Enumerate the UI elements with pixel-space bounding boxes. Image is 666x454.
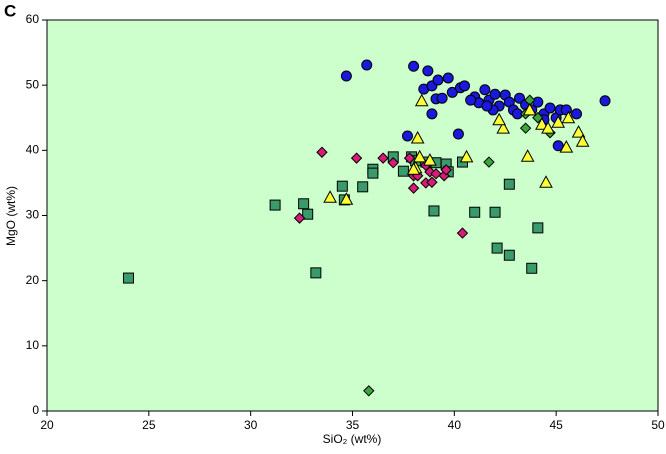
x-tick-label: 25 xyxy=(142,418,156,432)
x-tick-label: 40 xyxy=(448,418,462,432)
y-tick-label: 60 xyxy=(26,12,40,26)
point xyxy=(522,102,537,116)
point xyxy=(377,152,389,164)
y-tick-label: 0 xyxy=(32,403,39,417)
point xyxy=(520,149,535,162)
point xyxy=(401,130,413,142)
y-tick-label: 50 xyxy=(26,77,40,91)
point xyxy=(469,206,481,218)
point xyxy=(491,242,503,254)
point xyxy=(535,117,549,130)
point xyxy=(298,198,310,210)
point xyxy=(423,153,437,166)
point xyxy=(310,267,322,279)
point xyxy=(541,121,555,134)
point xyxy=(479,84,491,96)
point xyxy=(526,262,538,274)
point xyxy=(503,178,515,190)
point xyxy=(350,152,363,164)
point xyxy=(496,121,511,134)
point xyxy=(599,95,611,107)
point xyxy=(428,205,440,217)
point xyxy=(436,92,448,104)
point xyxy=(489,206,501,218)
point xyxy=(483,156,495,168)
panel-label: C xyxy=(4,1,16,20)
point xyxy=(544,102,556,114)
point xyxy=(339,192,354,205)
point xyxy=(446,86,458,98)
point xyxy=(430,168,442,180)
point xyxy=(571,108,583,120)
point xyxy=(519,122,532,134)
point xyxy=(465,94,477,106)
point xyxy=(406,162,421,175)
point xyxy=(532,96,544,108)
point xyxy=(492,112,506,126)
point xyxy=(456,227,469,239)
point xyxy=(481,100,493,112)
point xyxy=(575,134,590,147)
point xyxy=(412,149,427,163)
point xyxy=(403,152,416,164)
x-tick-label: 30 xyxy=(244,418,258,432)
y-tick-label: 40 xyxy=(26,143,40,157)
point xyxy=(361,59,373,71)
x-axis-label: SiO₂ (wt%) xyxy=(323,432,382,446)
point xyxy=(551,115,566,128)
point xyxy=(387,157,399,169)
point xyxy=(316,146,328,158)
point xyxy=(302,208,314,220)
point xyxy=(414,93,429,107)
point xyxy=(426,108,438,120)
x-tick-label: 50 xyxy=(651,418,665,432)
point xyxy=(426,176,438,188)
x-tick-label: 45 xyxy=(549,418,563,432)
point xyxy=(323,190,337,203)
x-tick-label: 20 xyxy=(40,418,54,432)
point xyxy=(539,175,553,188)
y-axis-label: MgO (wt%) xyxy=(4,186,18,246)
y-tick-label: 20 xyxy=(26,273,40,287)
point xyxy=(571,125,586,138)
point xyxy=(452,128,464,140)
point xyxy=(363,385,375,397)
point xyxy=(442,72,454,84)
point xyxy=(440,164,452,176)
point xyxy=(269,199,281,211)
point xyxy=(432,74,444,86)
point xyxy=(357,181,369,193)
point xyxy=(532,222,544,234)
point xyxy=(422,65,434,77)
point xyxy=(503,249,515,261)
point xyxy=(336,180,348,192)
point xyxy=(122,272,134,284)
point xyxy=(397,165,409,177)
x-tick-label: 35 xyxy=(346,418,360,432)
plot-area xyxy=(46,19,659,412)
point xyxy=(459,149,474,163)
point xyxy=(489,88,501,100)
y-tick-label: 10 xyxy=(26,338,40,352)
point xyxy=(340,70,352,82)
point xyxy=(293,212,306,224)
point xyxy=(561,110,576,124)
y-tick-label: 30 xyxy=(26,208,40,222)
point xyxy=(407,182,420,194)
point xyxy=(552,140,564,152)
point xyxy=(408,60,420,72)
point xyxy=(459,80,471,92)
point xyxy=(367,167,379,179)
point xyxy=(410,130,425,144)
point xyxy=(559,140,574,153)
